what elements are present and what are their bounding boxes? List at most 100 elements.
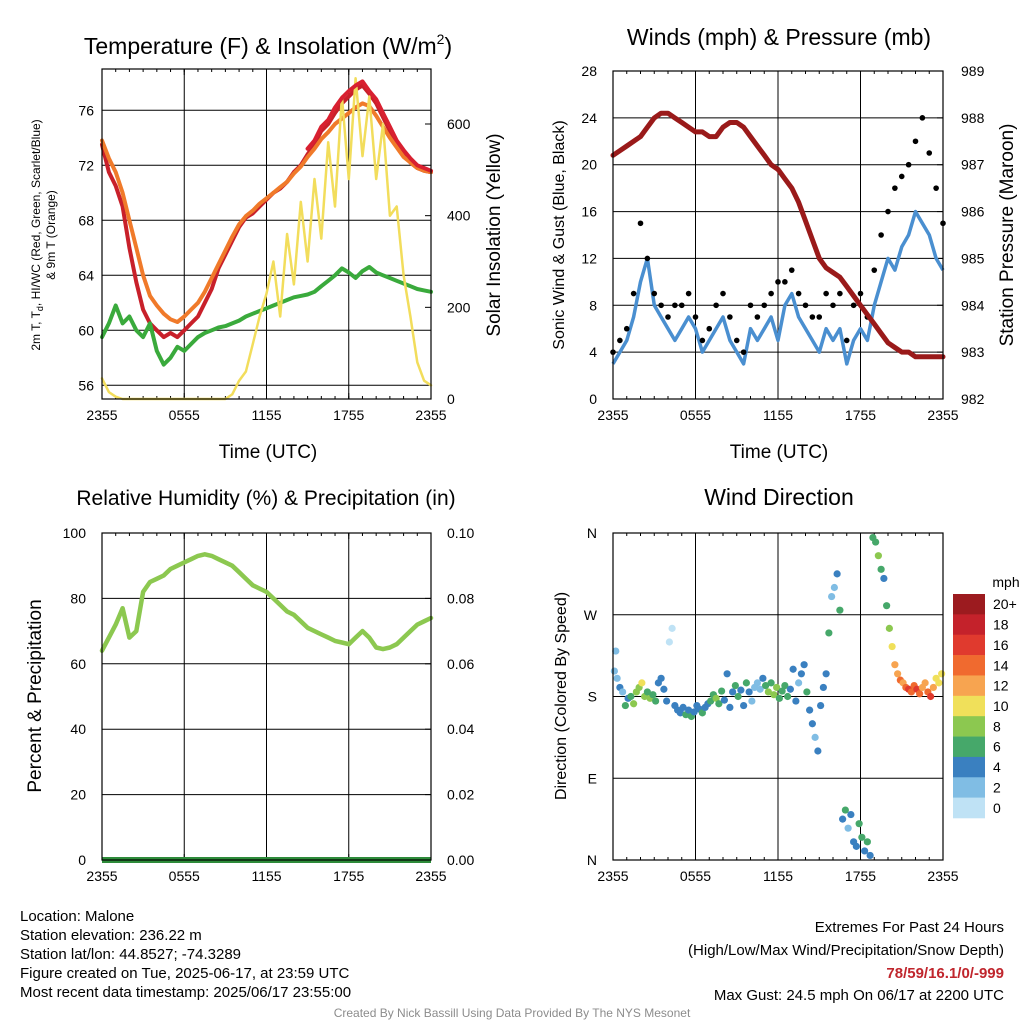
direction-point bbox=[731, 682, 739, 690]
colorbar-label: 12 bbox=[993, 678, 1009, 694]
winds-ylabel: Sonic Wind & Gust (Blue, Black) bbox=[551, 120, 568, 349]
temp-y2tick-label: 400 bbox=[447, 208, 471, 224]
direction-point bbox=[858, 833, 866, 841]
direction-point bbox=[808, 720, 816, 728]
colorbar-label: 2 bbox=[993, 779, 1001, 795]
direction-point bbox=[938, 670, 946, 678]
temp-ytick-label: 76 bbox=[78, 102, 94, 118]
colorbar-swatch bbox=[953, 756, 985, 778]
colorbar-label: 0 bbox=[993, 800, 1001, 816]
humidity-ytick-label: 80 bbox=[70, 590, 86, 606]
direction-point bbox=[806, 706, 814, 714]
direction-point bbox=[770, 691, 778, 699]
direction-point bbox=[621, 701, 629, 710]
direction-point bbox=[649, 691, 657, 699]
direction-frame bbox=[612, 532, 944, 861]
direction-point bbox=[822, 670, 830, 678]
temp-y2tick-label: 600 bbox=[447, 116, 471, 132]
direction-point bbox=[792, 697, 800, 705]
humidity-ytick-label: 40 bbox=[70, 721, 86, 737]
winds-y2tick-label: 989 bbox=[961, 63, 985, 79]
direction-point bbox=[690, 708, 698, 716]
colorbar-swatch bbox=[953, 736, 985, 758]
direction-xtick-label: 2355 bbox=[927, 868, 958, 884]
winds-gust-point bbox=[692, 314, 699, 320]
extremes-title: Extremes For Past 24 Hours bbox=[814, 919, 1004, 936]
direction-point bbox=[767, 679, 775, 687]
direction-point bbox=[737, 686, 745, 694]
extremes-values: 78/59/16.1/0/-999 bbox=[886, 965, 1004, 982]
winds-gust-point bbox=[740, 349, 747, 355]
winds-gust-point bbox=[871, 267, 878, 273]
direction-point bbox=[927, 692, 935, 701]
winds-xtick-label: 1755 bbox=[845, 407, 876, 423]
temp-series-line-4 bbox=[305, 79, 433, 173]
temp-y2tick-label: 200 bbox=[447, 299, 471, 315]
temp-y2tick-label: 0 bbox=[447, 391, 455, 407]
humidity-ylabel: Percent & Precipitation bbox=[25, 599, 46, 792]
direction-xtick-label: 1755 bbox=[845, 868, 876, 884]
extremes-info: Extremes For Past 24 Hours (High/Low/Max… bbox=[688, 917, 1004, 1007]
direction-point bbox=[872, 538, 880, 546]
direction-point bbox=[745, 688, 753, 696]
direction-point bbox=[775, 694, 783, 702]
direction-point bbox=[786, 685, 794, 693]
direction-point bbox=[712, 694, 720, 702]
colorbar-swatch bbox=[953, 716, 985, 737]
winds-y2tick-label: 985 bbox=[961, 250, 985, 266]
direction-ytick-label: E bbox=[588, 770, 597, 786]
humidity-frame bbox=[101, 532, 432, 861]
winds-gust-point bbox=[706, 325, 713, 332]
colorbar-label: 14 bbox=[993, 657, 1009, 673]
humidity-xtick-label: 2355 bbox=[415, 868, 446, 884]
direction-point bbox=[778, 687, 786, 695]
winds-gust-point bbox=[623, 325, 630, 332]
temp-series-line-1 bbox=[100, 101, 433, 324]
temp-ytick-label: 56 bbox=[78, 377, 94, 393]
direction-point bbox=[929, 683, 937, 692]
direction-point bbox=[613, 674, 621, 682]
winds-gust-point bbox=[637, 220, 644, 227]
colorbar-swatch bbox=[953, 777, 985, 798]
winds-gust-point bbox=[630, 290, 637, 297]
winds-y2tick-label: 982 bbox=[961, 391, 985, 407]
colorbar-unit: mph bbox=[992, 574, 1019, 590]
temp-ytick-label: 72 bbox=[78, 157, 94, 173]
colorbar-label: 6 bbox=[993, 739, 1001, 755]
humidity-y2tick-label: 0.00 bbox=[447, 852, 474, 868]
temp-xtick-label: 2355 bbox=[415, 407, 446, 423]
direction-xtick-label: 1155 bbox=[763, 868, 793, 884]
direction-point bbox=[800, 661, 808, 669]
direction-point bbox=[729, 688, 737, 696]
winds-gust-point bbox=[816, 314, 823, 320]
winds-gust-point bbox=[747, 302, 754, 309]
direction-point bbox=[885, 624, 893, 632]
winds-gust-point bbox=[727, 314, 733, 320]
winds-gust-point bbox=[919, 115, 926, 121]
colorbar-label: 4 bbox=[993, 759, 1001, 775]
credit-text: Created By Nick Bassill Using Data Provi… bbox=[333, 1006, 691, 1020]
direction-xtick-label: 0555 bbox=[680, 868, 711, 884]
humidity-xtick-label: 2355 bbox=[86, 868, 117, 884]
direction-point bbox=[814, 747, 822, 755]
elevation-text: Station elevation: 236.22 m bbox=[20, 927, 202, 944]
winds-gust-point bbox=[658, 302, 664, 309]
direction-point bbox=[841, 806, 849, 814]
temperature-xlabel: Time (UTC) bbox=[219, 442, 318, 463]
direction-title: Wind Direction bbox=[704, 484, 854, 510]
direction-point bbox=[907, 688, 915, 696]
winds-gust-point bbox=[685, 290, 692, 297]
direction-point bbox=[789, 665, 797, 673]
direction-point bbox=[916, 690, 924, 698]
winds-y2tick-label: 983 bbox=[961, 344, 985, 360]
latlon-text: Station lat/lon: 44.8527; -74.3289 bbox=[20, 946, 242, 963]
colorbar: 20+ 18 16 14 12 10 8 6 4 2 0 bbox=[953, 594, 1017, 819]
direction-point bbox=[888, 642, 896, 651]
temp-xtick-label: 1755 bbox=[333, 407, 364, 423]
winds-xlabel: Time (UTC) bbox=[730, 442, 829, 463]
direction-point bbox=[811, 733, 819, 741]
direction-point bbox=[839, 815, 847, 823]
winds-gust-point bbox=[720, 290, 726, 297]
winds-gust-point bbox=[830, 302, 836, 309]
temp-ytick-label: 60 bbox=[78, 322, 94, 338]
